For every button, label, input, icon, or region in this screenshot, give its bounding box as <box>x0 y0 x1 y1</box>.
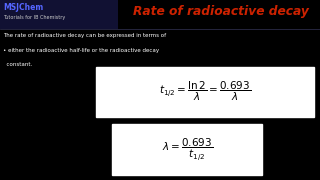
Text: • either the radioactive half-life or the radioactive decay: • either the radioactive half-life or th… <box>3 48 159 53</box>
FancyBboxPatch shape <box>0 0 118 29</box>
Text: The rate of radioactive decay can be expressed in terms of: The rate of radioactive decay can be exp… <box>3 33 166 38</box>
FancyBboxPatch shape <box>96 67 314 117</box>
Text: MSJChem: MSJChem <box>3 3 44 12</box>
Text: Rate of radioactive decay: Rate of radioactive decay <box>133 5 309 18</box>
Text: Tutorials for IB Chemistry: Tutorials for IB Chemistry <box>3 15 66 20</box>
Text: constant.: constant. <box>3 62 32 67</box>
Text: $t_{1/2} = \dfrac{\ln 2}{\lambda} = \dfrac{0.693}{\lambda}$: $t_{1/2} = \dfrac{\ln 2}{\lambda} = \dfr… <box>159 80 251 103</box>
FancyBboxPatch shape <box>112 124 262 175</box>
Text: $\lambda = \dfrac{0.693}{t_{1/2}}$: $\lambda = \dfrac{0.693}{t_{1/2}}$ <box>162 136 213 163</box>
